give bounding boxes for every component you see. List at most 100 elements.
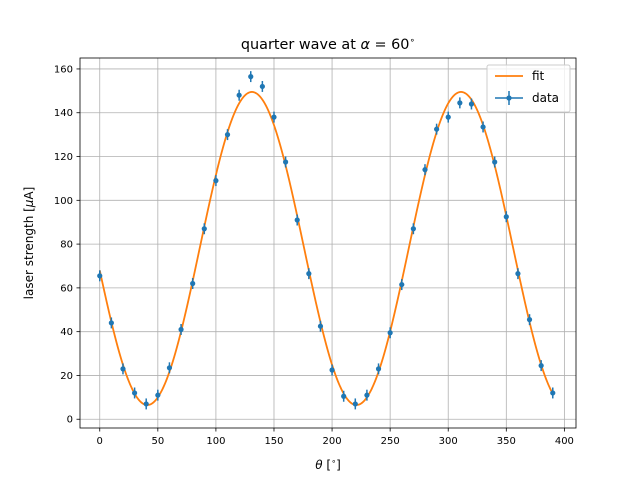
data-point <box>375 363 382 375</box>
data-marker <box>283 159 289 165</box>
y-tick-label: 140 <box>54 108 73 119</box>
data-point <box>178 324 184 335</box>
legend: fit data <box>486 64 571 113</box>
x-tick-label: 0 <box>97 436 103 447</box>
data-point <box>399 279 405 291</box>
data-point <box>248 71 254 83</box>
data-point <box>259 80 265 92</box>
data-marker <box>445 114 451 120</box>
data-point <box>143 398 149 410</box>
data-marker <box>550 390 556 396</box>
data-point <box>224 129 231 141</box>
data-marker <box>108 320 114 326</box>
x-tick-label: 350 <box>497 436 516 447</box>
data-point <box>329 364 335 376</box>
data-marker <box>190 280 196 287</box>
data-marker <box>492 159 498 165</box>
data-point <box>131 387 138 399</box>
data-point <box>155 389 161 401</box>
legend-data-swatch <box>495 91 523 105</box>
data-marker <box>271 114 277 120</box>
x-tick-label: 250 <box>381 436 400 447</box>
data-marker <box>422 167 428 173</box>
legend-data-label: data <box>532 91 559 105</box>
data-point <box>294 214 300 226</box>
data-marker <box>341 393 347 399</box>
plot-frame <box>79 57 577 429</box>
x-tick-label: 50 <box>151 436 164 447</box>
data-point <box>538 360 544 372</box>
x-tick-label: 100 <box>206 436 225 447</box>
data-marker <box>515 271 521 277</box>
data-point <box>201 223 207 235</box>
data-marker <box>306 271 312 277</box>
data-marker <box>166 365 173 371</box>
data-point <box>526 314 533 326</box>
data-marker <box>434 126 440 132</box>
y-tick-label: 20 <box>60 371 73 382</box>
y-tick-label: 0 <box>67 415 73 426</box>
data-marker <box>468 101 475 107</box>
data-point <box>480 121 486 133</box>
data-marker <box>480 124 486 130</box>
data-marker <box>294 217 300 223</box>
data-point <box>271 111 277 123</box>
data-point <box>364 389 370 401</box>
data-marker <box>236 92 242 98</box>
data-point <box>492 156 498 168</box>
x-ticks: 0 50 100 150 200 250 300 350 400 <box>97 428 574 447</box>
data-marker <box>375 366 382 372</box>
data-marker <box>131 390 138 396</box>
x-tick-label: 400 <box>555 436 574 447</box>
data-marker <box>155 392 161 398</box>
grid <box>80 58 576 428</box>
fit-curve <box>98 91 554 406</box>
data-marker <box>352 401 358 407</box>
data-point <box>352 398 358 410</box>
data-point <box>445 111 451 123</box>
data-marker <box>259 83 265 90</box>
legend-data-dot <box>506 95 512 101</box>
data-marker <box>317 323 324 329</box>
data-point <box>387 327 393 339</box>
data-point <box>190 278 196 289</box>
data-marker <box>387 330 393 336</box>
data-layer <box>97 71 556 410</box>
data-point <box>468 98 475 110</box>
data-marker <box>329 367 335 373</box>
data-marker <box>120 366 126 372</box>
data-marker <box>526 317 533 323</box>
data-point <box>97 270 103 282</box>
data-marker <box>503 214 509 220</box>
chart-title: quarter wave at α = 60∘ <box>241 36 415 53</box>
x-axis-label: θ [∘] <box>315 457 341 472</box>
data-marker <box>248 74 254 80</box>
data-point <box>120 363 126 375</box>
data-point <box>306 268 312 280</box>
data-marker <box>399 281 405 288</box>
data-marker <box>410 226 416 232</box>
y-axis-label: laser strength [μA] <box>22 187 36 300</box>
y-tick-label: 60 <box>60 283 73 294</box>
data-point <box>283 156 289 168</box>
data-marker <box>224 132 231 138</box>
y-ticks: 0 20 40 60 80 100 120 140 160 <box>54 64 80 426</box>
legend-fit-label: fit <box>532 69 545 83</box>
data-point <box>410 223 416 235</box>
data-marker <box>364 392 370 398</box>
data-point <box>236 89 242 101</box>
data-marker <box>178 326 184 333</box>
data-point <box>422 164 428 176</box>
data-point <box>166 362 173 374</box>
data-point <box>503 211 509 223</box>
y-tick-label: 160 <box>54 64 73 75</box>
fit-layer <box>98 91 554 406</box>
x-tick-label: 150 <box>264 436 283 447</box>
data-point <box>341 390 347 402</box>
data-point <box>213 175 219 187</box>
data-marker <box>97 273 103 279</box>
data-marker <box>457 100 463 106</box>
data-marker <box>213 178 219 184</box>
data-point <box>108 317 114 329</box>
